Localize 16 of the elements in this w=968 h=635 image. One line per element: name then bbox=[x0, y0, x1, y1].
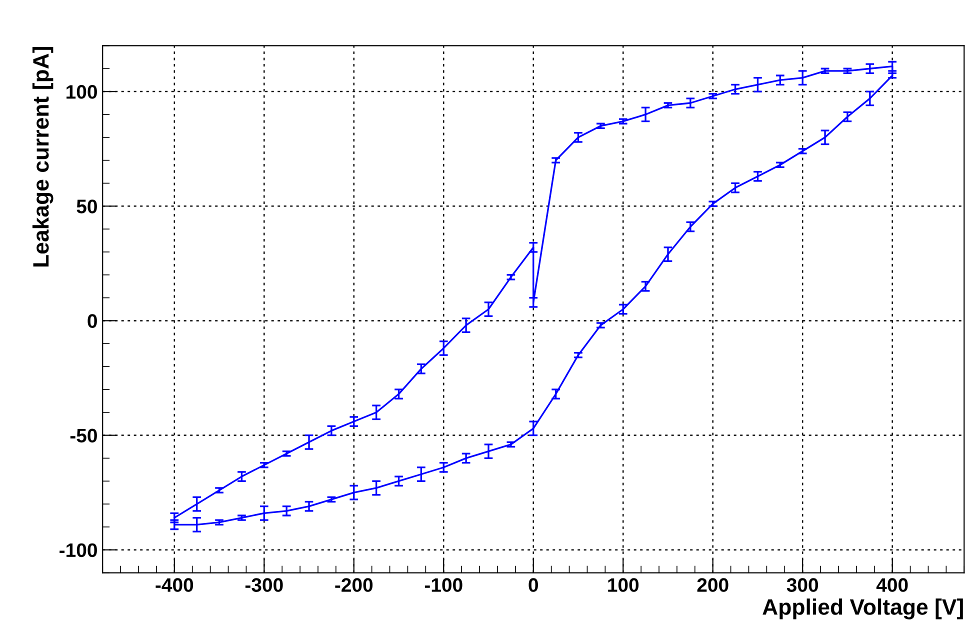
x-tick-label: -300 bbox=[245, 578, 283, 592]
y-tick-label: 0 bbox=[88, 314, 97, 328]
x-tick-label: 400 bbox=[876, 578, 908, 592]
y-tick-label: 100 bbox=[66, 85, 97, 99]
x-axis-title: Applied Voltage [V] bbox=[762, 598, 963, 620]
y-axis-title: Leakage current [pA] bbox=[32, 46, 54, 266]
y-tick-label: 50 bbox=[76, 200, 97, 214]
y-tick-label: -100 bbox=[60, 543, 97, 558]
x-tick-label: 100 bbox=[608, 578, 639, 592]
x-tick-label: -200 bbox=[335, 578, 373, 592]
x-tick-label: 300 bbox=[786, 578, 818, 592]
y-tick-label: -50 bbox=[70, 428, 97, 443]
x-tick-label: -100 bbox=[424, 578, 462, 592]
x-tick-label: 0 bbox=[528, 578, 538, 592]
x-tick-label: 200 bbox=[697, 578, 728, 592]
x-tick-label: -400 bbox=[156, 578, 194, 592]
